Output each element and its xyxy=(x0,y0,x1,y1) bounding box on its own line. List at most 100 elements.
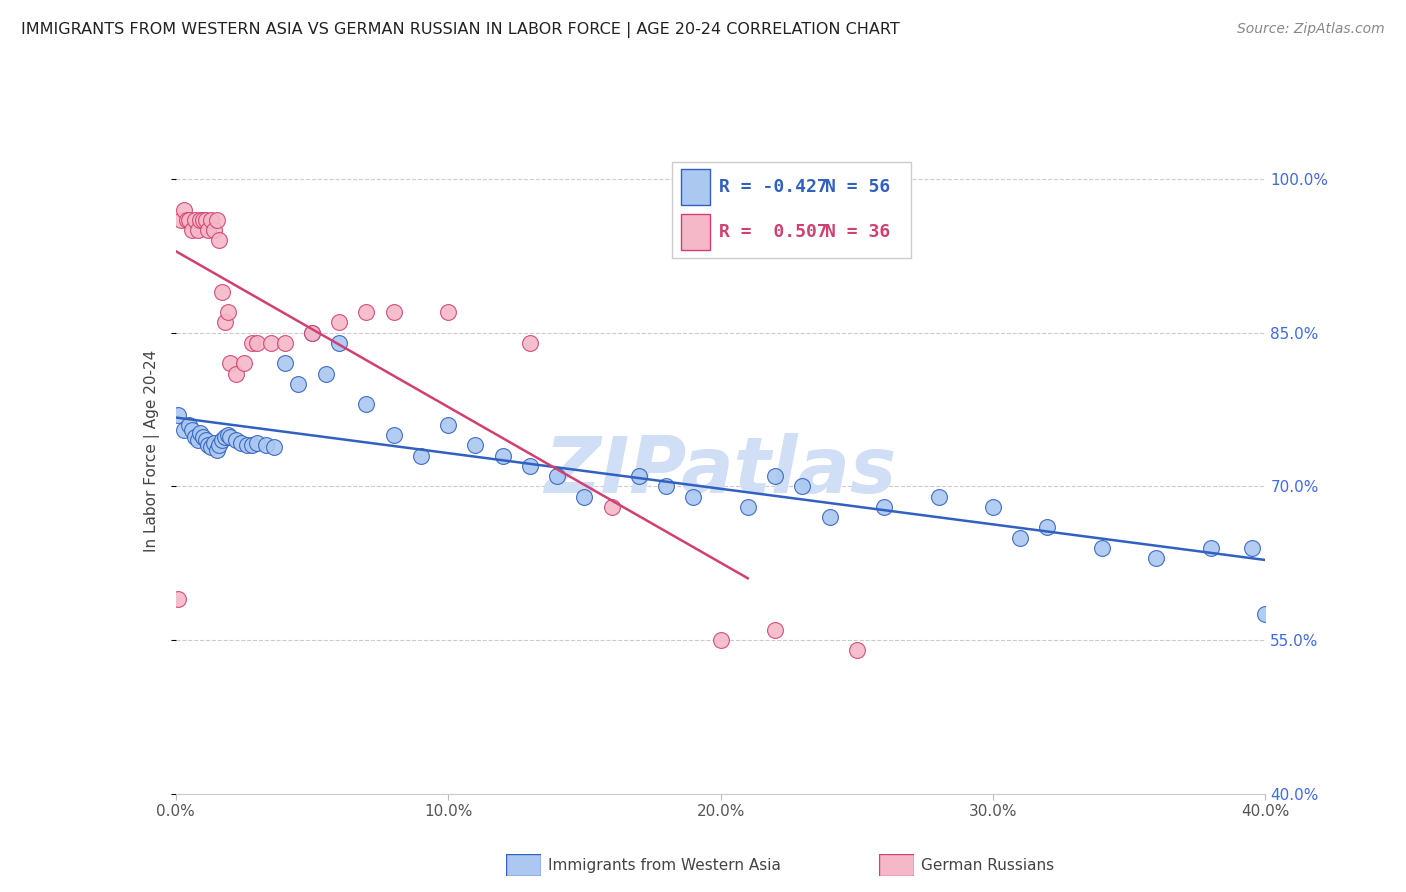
Text: IMMIGRANTS FROM WESTERN ASIA VS GERMAN RUSSIAN IN LABOR FORCE | AGE 20-24 CORREL: IMMIGRANTS FROM WESTERN ASIA VS GERMAN R… xyxy=(21,22,900,38)
Point xyxy=(170,212,193,227)
Point xyxy=(173,423,195,437)
Point xyxy=(818,510,841,524)
Point xyxy=(274,335,297,350)
FancyBboxPatch shape xyxy=(681,214,710,251)
Point xyxy=(301,326,323,340)
Point xyxy=(546,469,568,483)
Point xyxy=(246,436,269,450)
Point xyxy=(167,408,190,422)
Point xyxy=(763,469,786,483)
Point xyxy=(437,417,460,432)
Point xyxy=(217,305,239,319)
Point xyxy=(205,212,228,227)
Point xyxy=(214,315,236,329)
Point xyxy=(197,438,219,452)
FancyBboxPatch shape xyxy=(506,854,541,876)
Point xyxy=(254,438,277,452)
Point xyxy=(1240,541,1263,555)
Point xyxy=(202,223,225,237)
Point xyxy=(179,417,201,432)
Point xyxy=(737,500,759,514)
Point xyxy=(710,633,733,648)
Point xyxy=(287,376,309,391)
FancyBboxPatch shape xyxy=(672,162,911,258)
Point xyxy=(219,356,242,370)
Text: N = 36: N = 36 xyxy=(825,223,890,241)
Point xyxy=(188,425,211,440)
Point xyxy=(225,434,247,448)
Point xyxy=(181,423,204,437)
Point xyxy=(409,449,432,463)
Point xyxy=(519,458,541,473)
Text: N = 56: N = 56 xyxy=(825,178,890,196)
Point xyxy=(184,430,207,444)
Point xyxy=(181,223,204,237)
Point xyxy=(217,428,239,442)
Point xyxy=(188,212,211,227)
Point xyxy=(191,212,214,227)
Point xyxy=(211,285,233,299)
Point xyxy=(1254,607,1277,622)
Point xyxy=(574,490,596,504)
Point xyxy=(231,436,253,450)
Text: ZIPatlas: ZIPatlas xyxy=(544,433,897,509)
Point xyxy=(173,202,195,217)
Point xyxy=(1199,541,1222,555)
Text: German Russians: German Russians xyxy=(921,858,1054,872)
Point xyxy=(328,335,350,350)
FancyBboxPatch shape xyxy=(879,854,914,876)
Point xyxy=(928,490,950,504)
Point xyxy=(382,305,405,319)
Point xyxy=(191,430,214,444)
Point xyxy=(437,305,460,319)
Point xyxy=(211,434,233,448)
Point xyxy=(184,212,207,227)
Point xyxy=(202,436,225,450)
Point xyxy=(682,490,704,504)
Point xyxy=(763,623,786,637)
Point xyxy=(274,356,297,370)
Point xyxy=(845,643,868,657)
Point xyxy=(600,500,623,514)
Point xyxy=(176,212,198,227)
Point xyxy=(197,223,219,237)
Point xyxy=(519,335,541,350)
Point xyxy=(492,449,515,463)
Point xyxy=(1036,520,1059,534)
Point xyxy=(981,500,1004,514)
Point xyxy=(194,434,217,448)
Point xyxy=(356,397,378,411)
FancyBboxPatch shape xyxy=(681,169,710,205)
Point xyxy=(208,438,231,452)
Point xyxy=(464,438,486,452)
Point xyxy=(225,367,247,381)
Point xyxy=(186,434,209,448)
Point xyxy=(1144,551,1167,566)
Point xyxy=(200,212,222,227)
Point xyxy=(263,441,285,455)
Point xyxy=(219,430,242,444)
Point xyxy=(1010,531,1032,545)
Point xyxy=(240,335,263,350)
Point xyxy=(655,479,678,493)
Point xyxy=(328,315,350,329)
Point xyxy=(356,305,378,319)
Point xyxy=(627,469,650,483)
Point xyxy=(214,430,236,444)
Point xyxy=(315,367,337,381)
Point xyxy=(301,326,323,340)
Y-axis label: In Labor Force | Age 20-24: In Labor Force | Age 20-24 xyxy=(143,350,160,551)
Text: Source: ZipAtlas.com: Source: ZipAtlas.com xyxy=(1237,22,1385,37)
Point xyxy=(1091,541,1114,555)
Point xyxy=(200,441,222,455)
Text: Immigrants from Western Asia: Immigrants from Western Asia xyxy=(548,858,782,872)
Point xyxy=(179,212,201,227)
Point xyxy=(235,438,257,452)
Text: R =  0.507: R = 0.507 xyxy=(720,223,828,241)
Point xyxy=(167,592,190,607)
Point xyxy=(205,443,228,458)
Point xyxy=(232,356,254,370)
Point xyxy=(260,335,283,350)
Point xyxy=(382,428,405,442)
Point xyxy=(186,223,209,237)
